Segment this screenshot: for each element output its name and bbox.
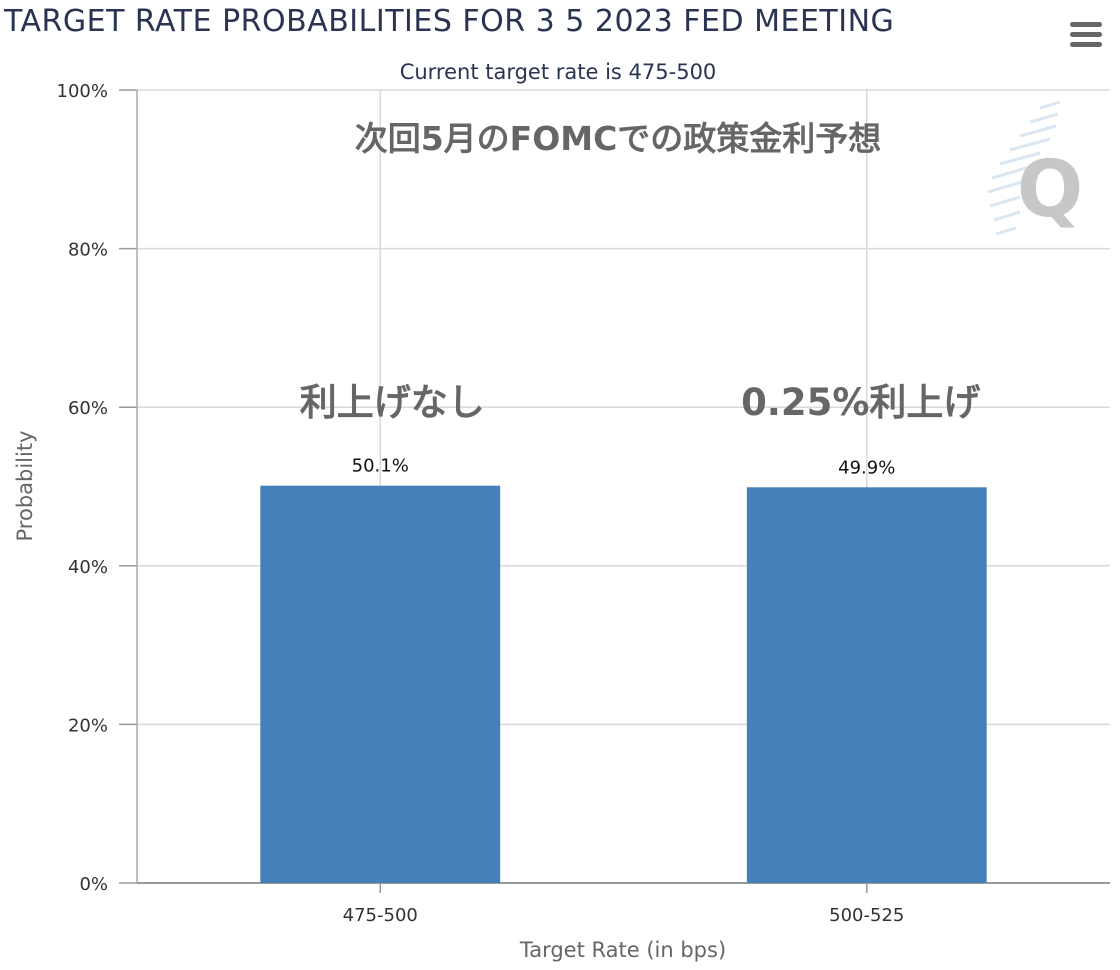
logo-watermark-icon: Q [987, 100, 1083, 236]
x-axis-title: Target Rate (in bps) [519, 938, 726, 962]
y-tick-label: 20% [68, 715, 108, 736]
bar-data-label: 49.9% [838, 457, 895, 478]
bar [746, 487, 987, 883]
bar-annotation: 0.25%利上げ [741, 381, 980, 424]
y-tick-label: 80% [68, 240, 108, 261]
y-tick-label: 100% [57, 81, 108, 102]
x-tick-label: 500-525 [829, 905, 904, 926]
chart-subtitle: Current target rate is 475-500 [399, 60, 717, 84]
watermark-letter: Q [1017, 145, 1083, 235]
labels: 0% 20% 40% 60% 80% 100% 50.1% 475-500 利上げなし 49.9%… [57, 81, 981, 926]
y-axis-title: Probability [13, 430, 37, 541]
menu-line [1070, 42, 1102, 47]
bars [260, 485, 987, 883]
bar [260, 485, 501, 883]
chart-title: TARGET RATE PROBABILITIES FOR 3 5 2023 F… [4, 4, 895, 39]
bar-annotation: 利上げなし [300, 381, 485, 424]
x-tick-label: 475-500 [343, 905, 418, 926]
annotation-headline: 次回5月のFOMCでの政策金利予想 [355, 119, 882, 158]
y-tick-label: 60% [68, 398, 108, 419]
y-tick-label: 0% [79, 874, 108, 895]
y-tick-label: 40% [68, 557, 108, 578]
bar-data-label: 50.1% [352, 456, 409, 477]
hamburger-menu-icon[interactable] [1068, 20, 1104, 50]
menu-line [1070, 32, 1102, 37]
menu-line [1070, 22, 1102, 27]
